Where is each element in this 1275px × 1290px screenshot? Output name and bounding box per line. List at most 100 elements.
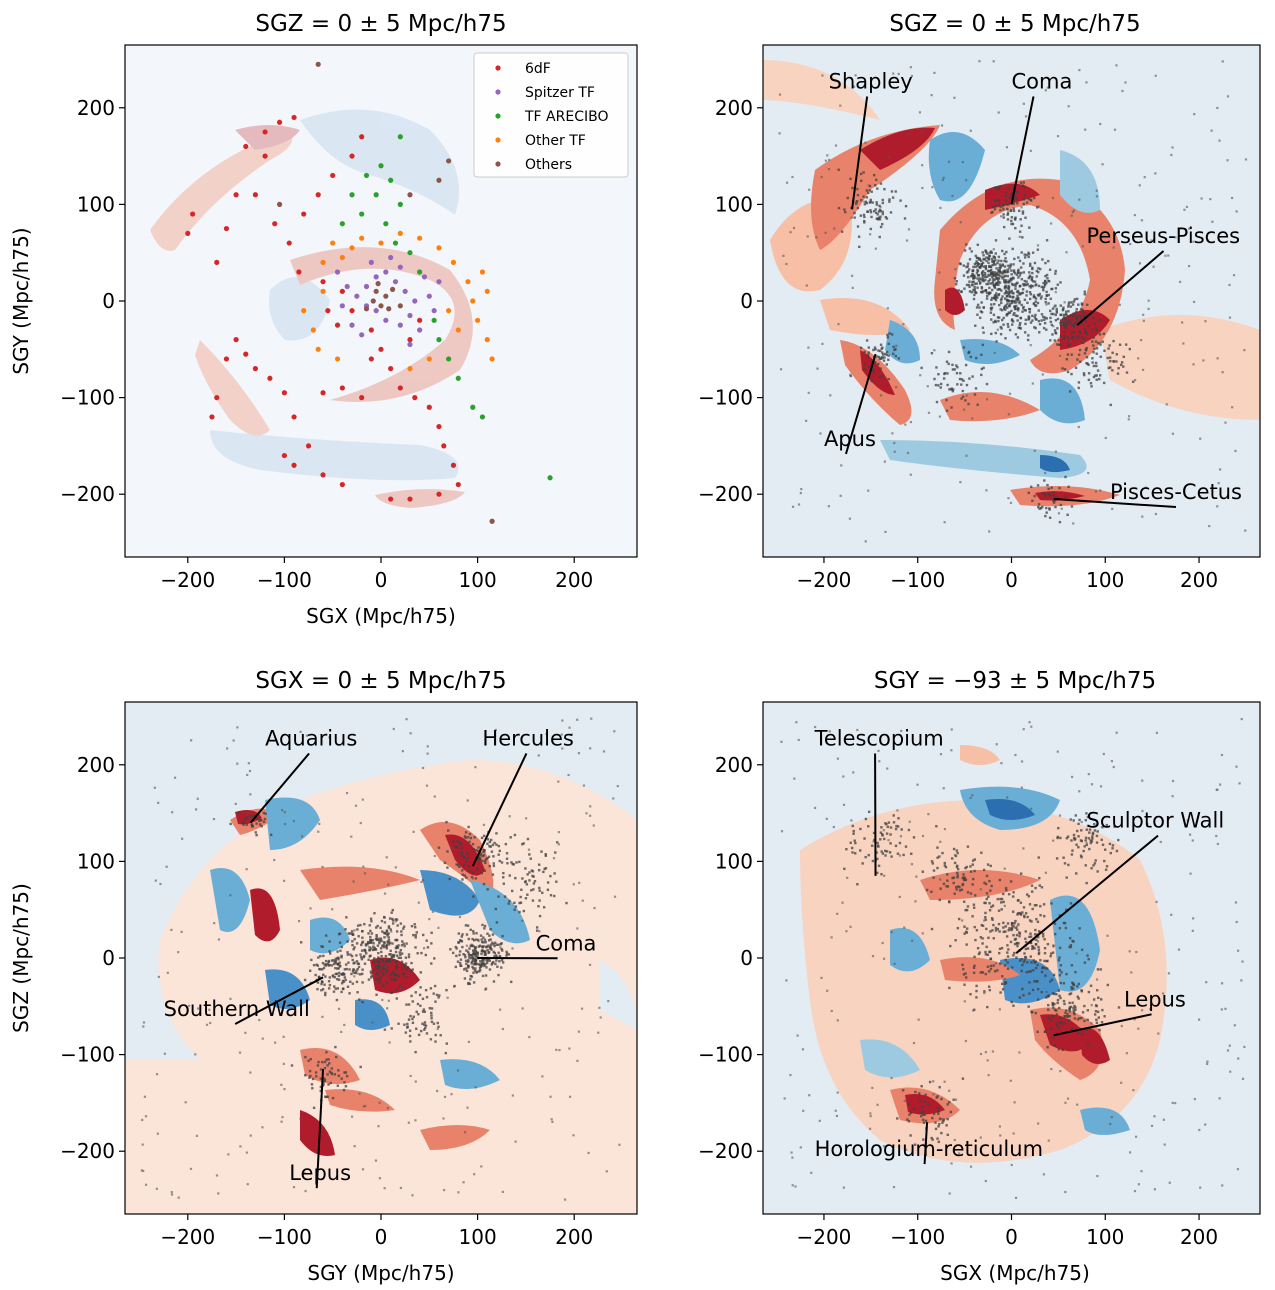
galaxy-point (1096, 835, 1098, 837)
galaxy-point (1069, 937, 1071, 939)
galaxy-point (142, 1144, 144, 1146)
galaxy-point (837, 1019, 839, 1021)
galaxy-point (1095, 1019, 1097, 1021)
galaxy-point (998, 256, 1000, 258)
galaxy-point (828, 505, 830, 507)
galaxy-point (1243, 1046, 1245, 1048)
galaxy-point (504, 895, 506, 897)
galaxy-point (910, 474, 912, 476)
galaxy-point (395, 920, 397, 922)
galaxy-point (251, 823, 253, 825)
galaxy-point (902, 1089, 904, 1091)
galaxy-point (1012, 911, 1014, 913)
galaxy-point (1067, 864, 1069, 866)
galaxy-point (334, 976, 336, 978)
galaxy-point (974, 939, 976, 941)
galaxy-point (1067, 1098, 1069, 1100)
galaxy-point (1057, 284, 1059, 286)
galaxy-point (171, 1191, 173, 1193)
galaxy-point (881, 375, 883, 377)
galaxy-point (486, 962, 488, 964)
galaxy-point (1070, 992, 1072, 994)
galaxy-point (997, 260, 999, 262)
galaxy-point (528, 871, 530, 873)
galaxy-point (831, 1010, 833, 1012)
galaxy-point (538, 869, 540, 871)
galaxy-point (884, 531, 886, 533)
galaxy-point (261, 1126, 263, 1128)
galaxy-point (379, 979, 381, 981)
galaxy-point (1007, 968, 1009, 970)
galaxy-point (1067, 1015, 1069, 1017)
galaxy-point (876, 203, 878, 205)
galaxy-point (1235, 766, 1237, 768)
galaxy-point (1004, 275, 1006, 277)
galaxy-point (1056, 327, 1058, 329)
galaxy-point (846, 877, 848, 879)
galaxy-point (1061, 323, 1063, 325)
galaxy-point (445, 989, 447, 991)
galaxy-point (1030, 961, 1032, 963)
galaxy-point (1009, 305, 1011, 307)
galaxy-point (826, 154, 828, 156)
galaxy-point (1075, 814, 1077, 816)
galaxy-point (249, 770, 251, 772)
galaxy-point (1105, 869, 1107, 871)
galaxy-point (1022, 292, 1024, 294)
galaxy-point (525, 897, 527, 899)
galaxy-point (361, 1001, 363, 1003)
galaxy-point (929, 1081, 931, 1083)
galaxy-point (1030, 293, 1032, 295)
galaxy-point (1227, 95, 1229, 97)
galaxy-point (874, 184, 876, 186)
galaxy-point (1011, 248, 1013, 250)
galaxy-point (999, 1125, 1001, 1127)
galaxy-point (520, 889, 522, 891)
galaxy-point (1060, 982, 1062, 984)
galaxy-point (1060, 971, 1062, 973)
galaxy-point (534, 880, 536, 882)
galaxy-point (959, 262, 961, 264)
galaxy-point (1007, 287, 1009, 289)
galaxy-point (1032, 989, 1034, 991)
galaxy-point (998, 923, 1000, 925)
galaxy-point (341, 1077, 343, 1079)
galaxy-point (396, 930, 398, 932)
galaxy-point (342, 973, 344, 975)
galaxy-point (1096, 379, 1098, 381)
galaxy-point (996, 296, 998, 298)
galaxy-point (1002, 317, 1004, 319)
galaxy-point (181, 838, 183, 840)
galaxy-point (206, 1024, 208, 1026)
galaxy-point (347, 961, 349, 963)
galaxy-point (465, 860, 467, 862)
galaxy-point (1037, 484, 1039, 486)
galaxy-point (466, 945, 468, 947)
galaxy-point (472, 843, 474, 845)
galaxy-point (499, 860, 501, 862)
galaxy-point (490, 944, 492, 946)
galaxy-point (362, 1168, 364, 1170)
galaxy-point (1205, 981, 1207, 983)
galaxy-point (1101, 1009, 1103, 1011)
galaxy-point (808, 392, 810, 394)
galaxy-point (1007, 218, 1009, 220)
galaxy-point (1059, 344, 1061, 346)
galaxy-point (945, 399, 947, 401)
galaxy-point (880, 344, 882, 346)
galaxy-point (1063, 338, 1065, 340)
galaxy-point (1061, 508, 1063, 510)
galaxy-point (1033, 197, 1035, 199)
galaxy-point (1046, 277, 1048, 279)
galaxy-point (932, 1080, 934, 1082)
galaxy-point (1030, 726, 1032, 728)
galaxy-point (1054, 272, 1056, 274)
galaxy-point (880, 226, 882, 228)
galaxy-point (347, 953, 349, 955)
galaxy-point (246, 868, 248, 870)
galaxy-point (1044, 515, 1046, 517)
galaxy-point (1092, 344, 1094, 346)
galaxy-point (1008, 295, 1010, 297)
point-tf-arecibo (359, 211, 364, 216)
galaxy-point (479, 858, 481, 860)
